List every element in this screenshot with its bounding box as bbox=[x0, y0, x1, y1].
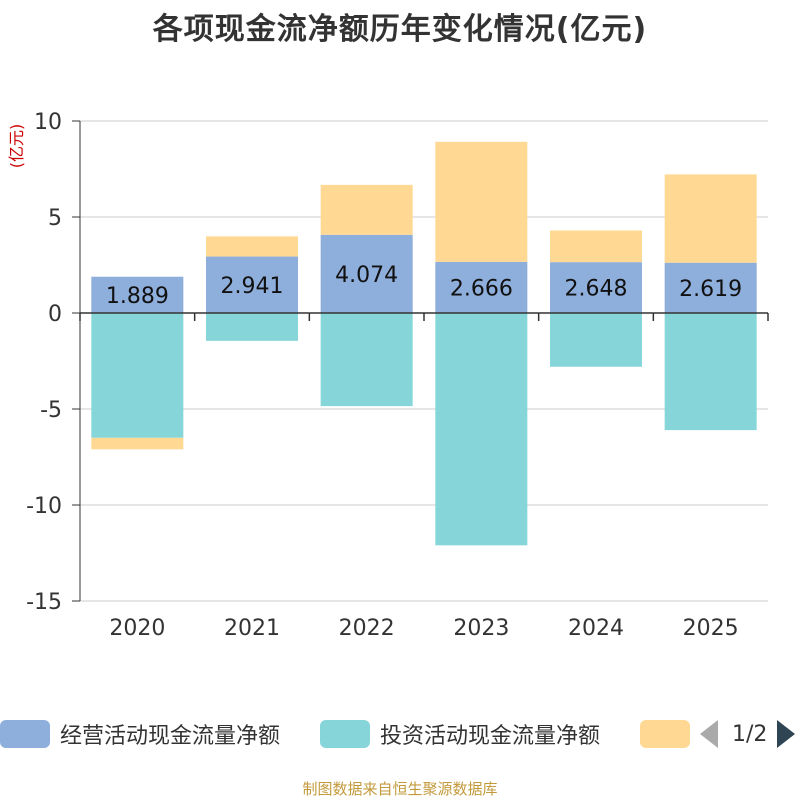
legend-item-operating[interactable]: 经营活动现金流量净额 bbox=[0, 716, 280, 752]
legend-page-indicator: 1/2 bbox=[732, 721, 768, 747]
legend-label-investing: 投资活动现金流量净额 bbox=[380, 724, 601, 749]
chart-title: 各项现金流净额历年变化情况(亿元) bbox=[152, 12, 648, 47]
y-tick-label: -15 bbox=[26, 590, 62, 615]
bar-1-2020 bbox=[91, 276, 184, 313]
y-tick-label: -5 bbox=[40, 398, 62, 423]
source-note: 制图数据来自恒生聚源数据库 bbox=[302, 780, 498, 798]
y-tick-label: -10 bbox=[26, 494, 62, 519]
data-label: 2.619 bbox=[679, 277, 742, 302]
bar-2-2023 bbox=[435, 313, 528, 546]
data-label: 2.648 bbox=[565, 277, 628, 302]
x-tick-label: 2022 bbox=[339, 616, 395, 641]
bar-1-2023 bbox=[435, 261, 528, 313]
bar-1-2025 bbox=[664, 262, 757, 313]
x-tick-label: 2025 bbox=[683, 616, 739, 641]
x-tick-label: 2024 bbox=[568, 616, 624, 641]
legend-swatch-investing bbox=[320, 720, 370, 748]
y-axis-label: (亿元) bbox=[7, 124, 26, 169]
legend-swatch-operating bbox=[0, 720, 50, 748]
legend-pager: 1/2 bbox=[700, 716, 796, 752]
y-tick-label: 5 bbox=[48, 206, 62, 231]
legend-item-financing[interactable] bbox=[640, 716, 700, 752]
x-tick-label: 2023 bbox=[453, 616, 509, 641]
y-tick-label: 0 bbox=[48, 302, 62, 327]
bar-3-2024 bbox=[550, 230, 642, 263]
bar-3-2023 bbox=[435, 141, 528, 262]
legend: 经营活动现金流量净额 投资活动现金流量净额 1/2 bbox=[0, 716, 800, 752]
bar-1-2022 bbox=[320, 234, 413, 313]
bar-2-2020 bbox=[91, 313, 184, 438]
legend-label-operating: 经营活动现金流量净额 bbox=[60, 724, 281, 749]
legend-item-investing[interactable]: 投资活动现金流量净额 bbox=[320, 716, 600, 752]
data-label: 2.941 bbox=[221, 274, 284, 299]
y-tick-label: 10 bbox=[34, 110, 62, 135]
bar-1-2021 bbox=[206, 256, 298, 313]
bar-2-2021 bbox=[206, 313, 298, 341]
bar-1-2024 bbox=[550, 262, 642, 313]
bar-2-2025 bbox=[664, 313, 757, 431]
data-label: 2.666 bbox=[450, 276, 513, 301]
x-tick-label: 2021 bbox=[224, 616, 280, 641]
x-tick-label: 2020 bbox=[109, 616, 165, 641]
legend-swatch-financing bbox=[640, 720, 690, 748]
bar-2-2022 bbox=[320, 313, 413, 407]
legend-prev-page-icon[interactable] bbox=[700, 720, 718, 748]
data-label: 4.074 bbox=[335, 263, 398, 288]
bar-3-2020 bbox=[91, 437, 184, 450]
legend-next-page-icon[interactable] bbox=[777, 720, 796, 748]
bar-3-2021 bbox=[206, 236, 298, 257]
bar-2-2024 bbox=[550, 313, 642, 367]
bar-3-2025 bbox=[664, 174, 757, 263]
bar-3-2022 bbox=[320, 184, 413, 235]
data-label: 1.889 bbox=[106, 284, 169, 309]
